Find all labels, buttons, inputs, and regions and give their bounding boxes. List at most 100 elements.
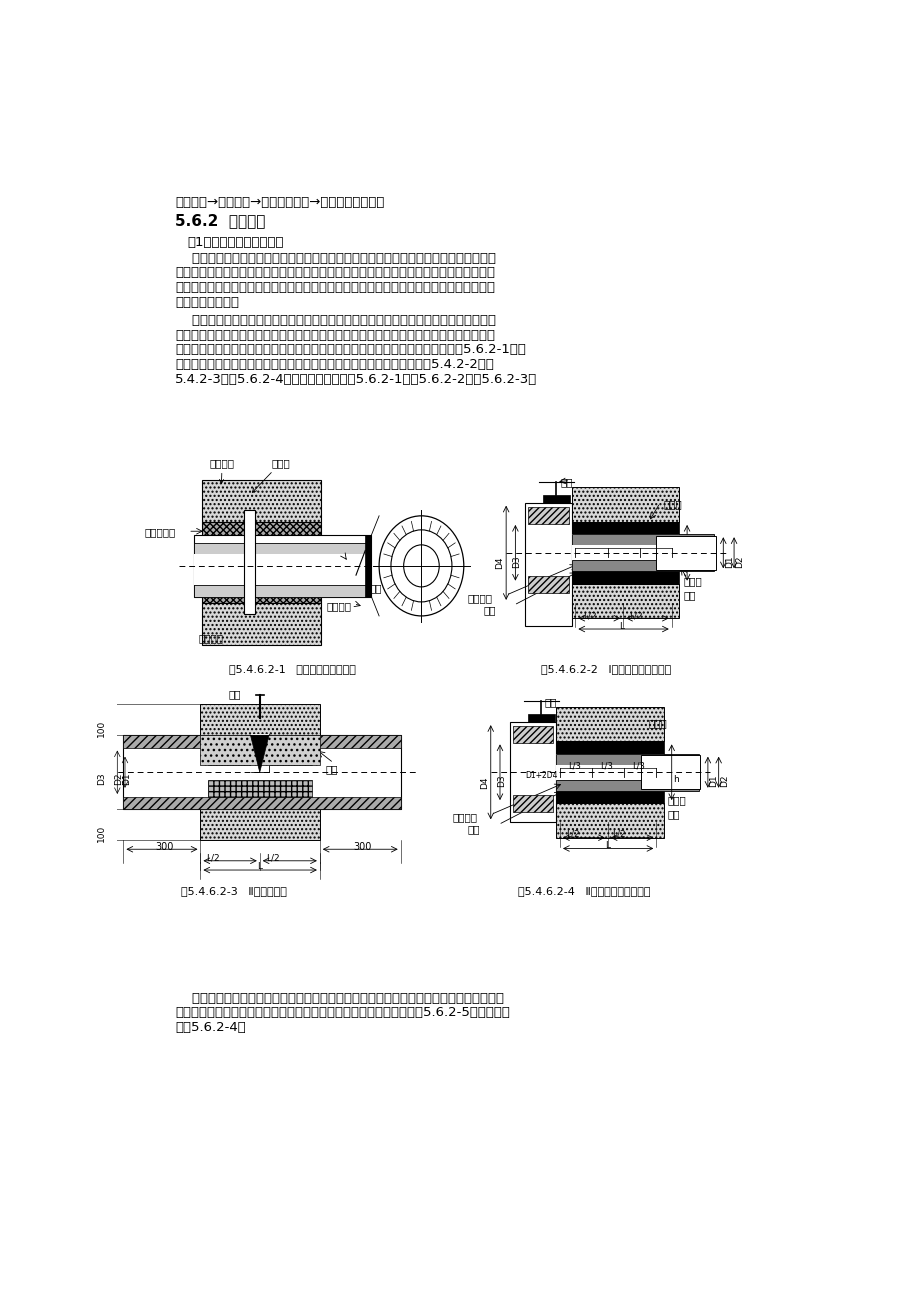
Text: L/2: L/2: [207, 853, 220, 862]
Bar: [571, 572, 678, 583]
Text: 铸铁管: 铸铁管: [667, 796, 686, 806]
Bar: [244, 510, 255, 615]
Bar: [556, 754, 664, 790]
Text: 图5.4.6.2-1   套管加焊止水环做法: 图5.4.6.2-1 套管加焊止水环做法: [229, 664, 356, 674]
Text: 石棉水泥: 石棉水泥: [452, 812, 477, 823]
Bar: [202, 522, 321, 542]
Text: 对于管道穿过墙壁处受有振动或有严密防水要求的构筑物，应采用柔性防水套管的做法，: 对于管道穿过墙壁处受有振动或有严密防水要求的构筑物，应采用柔性防水套管的做法，: [175, 992, 504, 1005]
Bar: [200, 736, 320, 764]
Bar: [571, 522, 678, 534]
Text: 石棉水泥: 石棉水泥: [467, 592, 492, 603]
Text: 300: 300: [353, 841, 371, 852]
Bar: [571, 556, 678, 572]
Bar: [556, 773, 664, 790]
Text: 安装穿墙管道时，对于刚性防水套管，先将管道穿过预埋套管，按图将位置尺寸找准，: 安装穿墙管道时，对于刚性防水套管，先将管道穿过预埋套管，按图将位置尺寸找准，: [175, 314, 495, 327]
Text: D3: D3: [496, 775, 505, 788]
Text: L/3: L/3: [599, 762, 612, 771]
Bar: [123, 797, 401, 810]
Bar: [194, 585, 371, 596]
Bar: [655, 536, 715, 570]
Text: L/2: L/2: [612, 829, 625, 838]
Bar: [202, 583, 321, 603]
Bar: [250, 734, 268, 772]
Text: 予以临时固定，然后一端以封口钢板将套管及穿墙管焊牢，再从另一端将套管与端管之间的: 予以临时固定，然后一端以封口钢板将套管及穿墙管焊牢，再从另一端将套管与端管之间的: [175, 328, 494, 341]
Bar: [525, 503, 571, 626]
Text: D3: D3: [97, 772, 107, 785]
Text: 油麻: 油麻: [467, 824, 480, 835]
Text: 预埋套管: 预埋套管: [210, 458, 234, 483]
Text: 防水结构: 防水结构: [198, 634, 223, 643]
Bar: [202, 479, 321, 522]
Text: L: L: [618, 622, 624, 631]
Polygon shape: [250, 736, 268, 772]
Text: D1: D1: [122, 772, 130, 785]
Text: 缝隙以防水材料（防水油膏、沥青玛王帝脂等）填满后，用封口钢板封堵严密（图5.6.2-1）。: 缝隙以防水材料（防水油膏、沥青玛王帝脂等）填满后，用封口钢板封堵严密（图5.6.…: [175, 344, 526, 357]
Bar: [571, 560, 713, 572]
Bar: [528, 506, 568, 523]
Bar: [571, 534, 678, 572]
Bar: [123, 736, 401, 747]
Bar: [556, 803, 664, 837]
Text: L/3: L/3: [615, 542, 628, 551]
Text: 100: 100: [96, 824, 106, 842]
Bar: [528, 715, 554, 723]
Bar: [200, 704, 320, 736]
Text: L: L: [256, 862, 261, 871]
Text: h: h: [673, 775, 678, 784]
Bar: [571, 534, 713, 546]
Text: 模板支设→浇混凝土→防水材料嵌填→封口钢板焊接试水: 模板支设→浇混凝土→防水材料嵌填→封口钢板焊接试水: [175, 197, 384, 210]
Text: L/3: L/3: [631, 762, 644, 771]
Bar: [365, 535, 371, 596]
Text: 翼环: 翼环: [560, 478, 572, 487]
Text: h: h: [324, 741, 331, 750]
Bar: [556, 754, 664, 771]
Bar: [556, 707, 664, 741]
Ellipse shape: [391, 530, 451, 602]
Bar: [509, 723, 556, 823]
Text: 5.4.2-3、图5.6.2-4。套管尺寸分别见表5.6.2-1、表5.6.2-2、表5.6.2-3。: 5.4.2-3、图5.6.2-4。套管尺寸分别见表5.6.2-1、表5.6.2-…: [175, 372, 537, 385]
Text: 浇捣密实。止水环应与套管满焊严密，止水环数量按设计规定。套管部分加工完成后在其内: 浇捣密实。止水环应与套管满焊严密，止水环数量按设计规定。套管部分加工完成后在其内: [175, 281, 494, 294]
Text: L/2: L/2: [266, 853, 279, 862]
Text: D2: D2: [720, 775, 729, 786]
Text: L/3: L/3: [647, 542, 660, 551]
Text: 油麻: 油麻: [482, 605, 495, 615]
Text: 钢管: 钢管: [325, 764, 338, 775]
Text: 封口钢板: 封口钢板: [326, 602, 351, 612]
Text: 管上加焊止水环，套管与止水环必须一次浇固于混凝土结构内，且与套管相接的混凝土必须: 管上加焊止水环，套管与止水环必须一次浇固于混凝土结构内，且与套管相接的混凝土必须: [175, 267, 494, 280]
Text: 见表5.6.2-4。: 见表5.6.2-4。: [175, 1021, 245, 1034]
Bar: [194, 543, 371, 555]
Text: 沥青玛蹄脂: 沥青玛蹄脂: [144, 527, 176, 538]
Text: h: h: [688, 555, 694, 564]
Text: 图5.4.6.2-4   Ⅱ型刚性防水套管做法: 图5.4.6.2-4 Ⅱ型刚性防水套管做法: [517, 887, 650, 896]
Ellipse shape: [403, 544, 438, 587]
Text: D4: D4: [480, 776, 488, 789]
Bar: [641, 755, 699, 789]
Bar: [208, 780, 312, 810]
Bar: [556, 780, 698, 790]
Text: L/2: L/2: [629, 612, 642, 620]
Text: 亦可于套管与穿墙之间加挡圈，两边嵌　油麻和石棉水泥。具体做法见图5.4.2-2、图: 亦可于套管与穿墙之间加挡圈，两边嵌 油麻和石棉水泥。具体做法见图5.4.2-2、…: [175, 358, 494, 371]
Bar: [571, 487, 678, 522]
Text: 壁刷防锈漆一道。: 壁刷防锈漆一道。: [175, 296, 239, 309]
Text: D2: D2: [114, 772, 123, 785]
Text: D1: D1: [709, 775, 718, 788]
Bar: [528, 575, 568, 592]
Bar: [200, 810, 320, 840]
Text: （1）套管加焊止水环法：: （1）套管加焊止水环法：: [187, 236, 284, 249]
Text: L: L: [605, 841, 610, 850]
Text: D1: D1: [724, 555, 733, 568]
Text: 100: 100: [96, 720, 106, 737]
Bar: [556, 754, 698, 764]
Bar: [556, 764, 698, 780]
Text: 图5.4.6.2-3   Ⅱ型翼环做法: 图5.4.6.2-3 Ⅱ型翼环做法: [181, 887, 287, 896]
Text: 挡圈: 挡圈: [683, 590, 695, 600]
Text: 钢套管: 钢套管: [664, 499, 682, 509]
Text: 钢套管: 钢套管: [648, 719, 666, 728]
Text: 铸铁管: 铸铁管: [683, 575, 701, 586]
Ellipse shape: [379, 516, 463, 616]
Text: 5.6.2  操作工艺: 5.6.2 操作工艺: [175, 214, 266, 228]
Text: 焊缝: 焊缝: [369, 583, 381, 594]
Text: 300: 300: [155, 841, 174, 852]
Bar: [571, 546, 713, 560]
Text: D3: D3: [512, 555, 521, 568]
